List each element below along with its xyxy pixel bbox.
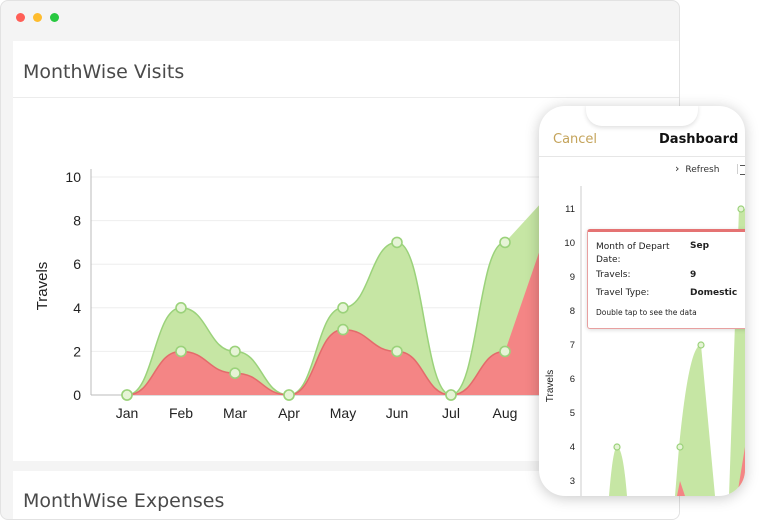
refresh-label: Refresh	[685, 165, 720, 175]
data-point	[499, 345, 511, 358]
x-tick-label: Jul	[442, 405, 460, 421]
phone-chart[interactable]: 3 4 5 6 7 8 9 10 11 Travels	[539, 186, 745, 496]
phone-y-tick-label: 11	[565, 204, 575, 215]
data-point	[445, 389, 457, 401]
data-point	[391, 236, 403, 249]
phone-series-area	[675, 345, 715, 496]
y-tick-label: 8	[73, 213, 81, 229]
phone-series-area	[677, 481, 685, 496]
more-icon[interactable]	[740, 165, 745, 175]
phone-data-point	[737, 205, 745, 213]
phone-series-area	[737, 447, 745, 496]
series-area	[127, 177, 565, 395]
phone-frame: Cancel Dashboard › Refresh 3 4 5 6 7 8 9 10 11 Tra…	[539, 106, 745, 496]
data-point	[391, 345, 403, 358]
phone-data-point	[697, 341, 705, 349]
chevron-right-icon: ›	[675, 162, 680, 175]
visits-card-title: MonthWise Visits	[23, 61, 185, 83]
header-divider	[539, 156, 745, 157]
y-tick-label: 4	[73, 300, 81, 316]
cancel-button[interactable]: Cancel	[553, 132, 598, 147]
x-tick-label: May	[330, 405, 356, 421]
phone-y-tick-label: 6	[570, 374, 575, 385]
y-tick-label: 10	[65, 169, 81, 185]
tooltip-date-value: Sep	[690, 241, 710, 251]
maximize-window-button[interactable]	[50, 13, 59, 22]
phone-y-tick-label: 10	[564, 238, 575, 249]
refresh-button[interactable]: › Refresh	[675, 162, 719, 175]
x-tick-label: Aug	[493, 405, 518, 421]
phone-y-tick-label: 7	[570, 340, 575, 351]
toolbar-divider	[737, 164, 738, 174]
minimize-window-button[interactable]	[33, 13, 42, 22]
x-tick-label: Mar	[223, 405, 247, 421]
y-axis-title: Travels	[34, 262, 51, 311]
phone-y-tick-label: 8	[570, 306, 575, 317]
tooltip-type-value: Domestic	[690, 288, 738, 298]
expenses-card-title: MonthWise Expenses	[23, 490, 225, 512]
data-point	[283, 389, 295, 401]
tooltip-type-label: Travel Type:	[596, 288, 650, 298]
dashboard-title: Dashboard	[659, 132, 739, 147]
data-point	[337, 323, 349, 336]
phone-y-tick-label: 3	[570, 476, 575, 487]
card-divider	[13, 97, 679, 98]
phone-y-axis-title: Travels	[545, 370, 556, 402]
visits-chart[interactable]: 0 2 4 6 8 10 Jan Feb Mar Apr May Jun Jul Aug Travels	[13, 97, 680, 461]
phone-y-tick-label: 4	[570, 442, 575, 453]
phone-data-point	[613, 443, 621, 451]
phone-series-area	[609, 447, 627, 496]
y-tick-label: 0	[73, 387, 81, 403]
tooltip-date-label: Month of Depart Date:	[596, 242, 670, 265]
data-point	[337, 302, 349, 314]
x-tick-label: Apr	[278, 405, 300, 421]
tooltip-travels-value: 9	[690, 270, 697, 280]
data-point	[175, 302, 187, 314]
data-point	[499, 236, 511, 249]
x-tick-label: Feb	[169, 405, 193, 421]
phone-y-tick-label: 5	[570, 408, 575, 419]
tooltip-hint: Double tap to see the data	[596, 308, 697, 317]
data-point	[229, 367, 241, 380]
data-tooltip: Month of Depart Date: Sep Travels: 9 Tra…	[587, 229, 745, 329]
data-point	[229, 345, 241, 358]
phone-data-point	[676, 443, 684, 451]
tooltip-travels-label: Travels:	[596, 270, 631, 280]
y-tick-label: 2	[73, 343, 81, 359]
data-point	[175, 345, 187, 358]
close-window-button[interactable]	[16, 13, 25, 22]
x-tick-label: Jun	[386, 405, 409, 421]
y-tick-label: 6	[73, 256, 81, 272]
phone-y-tick-label: 9	[570, 272, 575, 283]
phone-notch	[586, 106, 698, 126]
data-point	[121, 389, 133, 401]
x-tick-label: Jan	[116, 405, 139, 421]
